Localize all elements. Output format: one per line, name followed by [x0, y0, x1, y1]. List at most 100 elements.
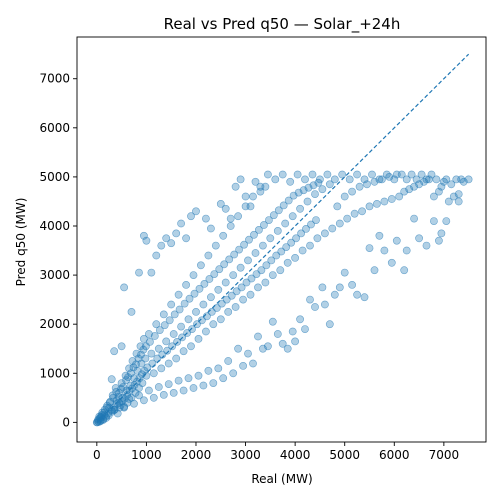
data-point [169, 388, 178, 397]
data-point [432, 175, 441, 184]
data-point [174, 290, 183, 299]
data-point [353, 290, 361, 299]
data-point [144, 330, 153, 338]
data-point [190, 289, 199, 298]
data-point [199, 300, 208, 309]
data-point [258, 241, 267, 250]
data-point [250, 230, 258, 239]
data-point [180, 299, 189, 308]
data-point [318, 283, 327, 292]
reference-line [96, 53, 470, 423]
data-point [410, 214, 418, 223]
data-point [439, 177, 448, 186]
data-point [283, 258, 292, 267]
data-point [306, 295, 314, 304]
data-point [307, 220, 315, 229]
data-point [147, 349, 156, 358]
data-point [239, 295, 247, 304]
data-point [282, 243, 291, 251]
data-point [422, 241, 431, 250]
data-point [205, 275, 214, 283]
data-point [358, 207, 366, 216]
data-point [225, 255, 234, 264]
data-point [236, 175, 245, 184]
data-point [240, 240, 248, 249]
data-point [127, 307, 136, 316]
data-point [314, 178, 323, 187]
data-point [365, 202, 374, 211]
y-tick-label: 6000 [39, 121, 70, 135]
data-point [293, 170, 302, 179]
data-point [149, 393, 158, 402]
data-point [139, 231, 148, 240]
data-point [343, 214, 352, 223]
x-tick-label: 3000 [230, 448, 261, 462]
data-point [447, 180, 456, 189]
data-point [249, 192, 257, 201]
data-point [172, 229, 181, 238]
data-point [370, 266, 379, 275]
data-point [117, 379, 126, 387]
data-point [402, 175, 411, 184]
data-point [283, 344, 292, 353]
data-point [271, 175, 280, 184]
data-point [387, 195, 396, 203]
y-axis-ticks: 0 1000 2000 3000 4000 5000 6000 7000 [39, 72, 77, 429]
data-point [110, 405, 119, 414]
data-point [249, 359, 257, 368]
y-axis-label: Pred q50 (MW) [14, 198, 28, 287]
reference-line-layer [96, 53, 470, 423]
data-point [301, 325, 309, 333]
y-tick-label: 4000 [39, 219, 70, 233]
data-point [261, 182, 270, 191]
data-point [172, 354, 181, 363]
data-point [215, 265, 224, 274]
data-point [124, 373, 133, 382]
data-point [325, 320, 334, 329]
data-point [276, 266, 285, 275]
data-point [192, 307, 200, 316]
data-point [320, 300, 329, 309]
data-point [429, 217, 438, 225]
data-point [348, 187, 356, 196]
data-point [236, 263, 245, 272]
data-point [129, 363, 138, 372]
data-point [340, 268, 349, 277]
x-tick-label: 1000 [131, 448, 162, 462]
data-point [154, 344, 163, 353]
data-point [405, 185, 414, 194]
data-point [163, 346, 172, 355]
data-point [169, 330, 178, 338]
data-point [375, 175, 384, 184]
data-point [400, 266, 409, 275]
data-point [437, 229, 446, 238]
data-point [274, 206, 283, 215]
data-point [254, 332, 262, 341]
data-point [102, 413, 111, 422]
data-point [107, 375, 116, 384]
data-point [355, 182, 364, 191]
data-point [221, 278, 230, 287]
data-point [219, 231, 228, 240]
data-point [182, 234, 190, 243]
data-point [177, 219, 185, 228]
data-point [392, 236, 401, 245]
data-point [189, 384, 198, 392]
data-point [206, 224, 215, 233]
data-point [199, 381, 208, 390]
data-point [267, 256, 276, 265]
data-point [103, 401, 112, 410]
data-point [330, 290, 339, 299]
data-point [301, 175, 309, 184]
data-point [380, 197, 389, 206]
data-points [92, 170, 473, 427]
data-point [318, 185, 327, 194]
data-point [420, 177, 428, 186]
data-point [194, 371, 203, 380]
data-point [298, 246, 307, 255]
data-point [229, 271, 238, 279]
data-point [144, 386, 153, 395]
data-point [141, 342, 150, 351]
data-point [335, 283, 344, 292]
